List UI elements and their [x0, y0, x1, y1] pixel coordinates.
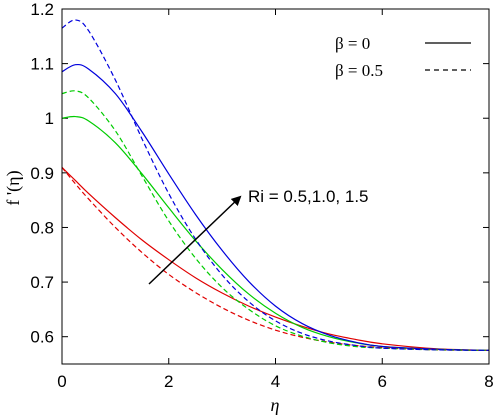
x-axis-label: η — [271, 395, 280, 415]
y-tick-label: 0.7 — [30, 273, 54, 292]
series-line-0-solid — [61, 166, 490, 351]
x-tick-label: 8 — [484, 372, 493, 391]
series-layer — [61, 19, 490, 351]
y-tick-label: 0.9 — [30, 164, 54, 183]
series-line-1-solid — [61, 115, 490, 351]
legend-label-beta-0: β = 0 — [335, 34, 370, 53]
tick-labels: 0 2 4 6 8 0.6 0.7 0.8 0.9 1 1.1 1.2 — [30, 0, 493, 391]
y-axis-label: f '(η) — [3, 170, 24, 205]
y-tick-label: 1 — [45, 109, 54, 128]
series-line-3-dashed — [61, 167, 490, 351]
ri-arrow — [148, 195, 242, 285]
series-line-2-solid — [61, 63, 490, 351]
plot-frame — [61, 8, 490, 365]
ri-annotation: Ri = 0.5,1.0, 1.5 — [148, 187, 369, 285]
legend-label-beta-0.5: β = 0.5 — [335, 61, 383, 80]
series-line-4-dashed — [61, 90, 490, 351]
ri-annotation-text: Ri = 0.5,1.0, 1.5 — [248, 187, 369, 206]
x-tick-label: 4 — [271, 372, 280, 391]
y-tick-label: 1.2 — [30, 0, 54, 19]
y-tick-label: 0.6 — [30, 328, 54, 347]
y-tick-label: 0.8 — [30, 218, 54, 237]
series-line-5-dashed — [61, 19, 490, 351]
x-tick-label: 0 — [57, 372, 66, 391]
y-tick-label: 1.1 — [30, 55, 54, 74]
legend: β = 0 β = 0.5 — [335, 34, 471, 80]
x-tick-label: 6 — [378, 372, 387, 391]
x-tick-label: 2 — [164, 372, 173, 391]
